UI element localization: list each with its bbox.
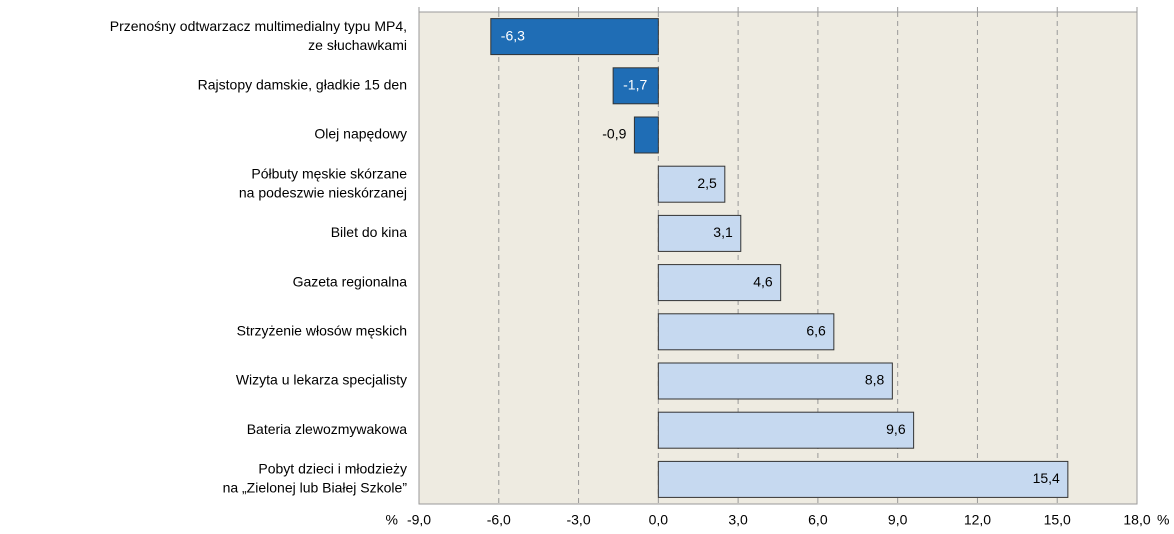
bar [657,362,893,400]
bar [657,264,782,302]
category-label: Przenośny odtwarzacz multimedialny typu … [110,18,407,34]
bar [657,411,915,449]
x-tick-label: 3,0 [728,512,748,528]
category-label: Gazeta regionalna [293,273,408,289]
x-tick-label: -9,0 [407,512,431,528]
bar [612,67,659,105]
category-label: Półbuty męskie skórzane [251,165,407,181]
value-label: 15,4 [1033,470,1060,486]
category-label: Pobyt dzieci i młodzieży [258,461,407,477]
x-tick-label: 0,0 [649,512,669,528]
category-label: Rajstopy damskie, gładkie 15 den [198,77,407,93]
value-label: -0,9 [602,126,626,142]
bar [657,313,835,351]
category-label: Bilet do kina [331,224,407,240]
x-tick-label: 6,0 [808,512,828,528]
category-label: Bateria zlewozmywakowa [247,421,407,437]
category-label: ze słuchawkami [308,37,407,53]
x-tick-label: 12,0 [964,512,991,528]
category-label: Strzyżenie włosów męskich [237,323,407,339]
value-label: 2,5 [697,175,717,191]
value-label: 6,6 [806,323,826,339]
x-tick-label: -3,0 [566,512,590,528]
category-label: na podeszwie nieskórzanej [239,184,407,200]
category-label: Olej napędowy [314,126,407,142]
x-unit-left: % [386,512,398,528]
value-label: -6,3 [501,27,525,43]
x-tick-label: 18,0 [1123,512,1150,528]
x-unit-right: % [1157,512,1169,528]
bar [657,165,726,203]
x-tick-label: 9,0 [888,512,908,528]
bar [633,116,659,154]
value-label: 4,6 [753,273,773,289]
x-tick-label: 15,0 [1044,512,1071,528]
x-tick-label: -6,0 [487,512,511,528]
bar [657,460,1069,498]
value-label: 3,1 [713,224,733,240]
category-label: na „Zielonej lub Białej Szkole” [223,480,408,496]
value-label: 9,6 [886,421,906,437]
category-label: Wizyta u lekarza specjalisty [236,372,407,388]
value-label: -1,7 [623,77,647,93]
bar [490,18,659,56]
value-label: 8,8 [865,372,885,388]
bar [657,214,742,252]
